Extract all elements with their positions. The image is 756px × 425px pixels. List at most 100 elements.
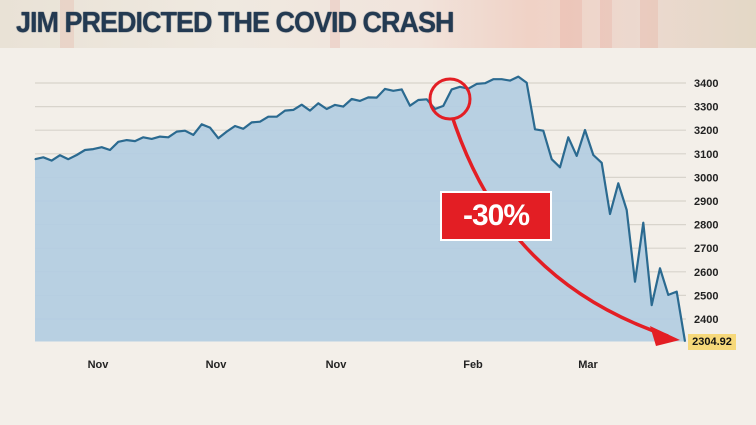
data-point (276, 116, 278, 118)
price-area (35, 76, 685, 342)
data-point (301, 104, 303, 106)
data-point (51, 160, 53, 162)
data-point (442, 105, 444, 107)
data-point (392, 90, 394, 92)
data-point (659, 267, 661, 269)
data-point (542, 130, 544, 132)
data-point (476, 83, 478, 85)
data-point (134, 140, 136, 142)
page-title: JIM PREDICTED THE COVID CRASH (16, 7, 455, 39)
data-point (501, 78, 503, 80)
data-point (151, 138, 153, 140)
data-point (434, 108, 436, 110)
data-point (76, 154, 78, 156)
data-point (459, 86, 461, 88)
data-point (576, 155, 578, 157)
data-point (267, 116, 269, 118)
data-point (251, 121, 253, 124)
data-point (292, 109, 294, 111)
data-point (359, 100, 361, 102)
data-point (684, 340, 686, 343)
data-point (609, 213, 611, 215)
data-point (167, 136, 169, 138)
data-point (126, 139, 128, 141)
x-tick-label: Nov (88, 359, 110, 371)
data-point (426, 98, 428, 100)
data-point (201, 123, 203, 125)
data-point (67, 158, 69, 160)
data-point (517, 76, 519, 78)
y-tick-label: 3000 (694, 172, 718, 184)
percent-change-badge: -30% (440, 191, 552, 241)
x-tick-label: Feb (463, 359, 483, 371)
y-tick-label: 3300 (694, 102, 718, 114)
data-point (367, 96, 369, 98)
data-point (626, 209, 628, 211)
data-point (284, 110, 286, 112)
title-banner: JIM PREDICTED THE COVID CRASH (0, 0, 756, 48)
x-tick-label: Mar (578, 359, 598, 371)
data-point (492, 78, 494, 80)
data-point (34, 158, 36, 160)
data-point (526, 82, 528, 84)
data-point (584, 129, 586, 131)
data-point (551, 158, 553, 160)
data-point (217, 137, 219, 139)
data-point (92, 148, 94, 150)
y-tick-label: 2900 (694, 196, 718, 208)
data-point (559, 166, 561, 168)
y-tick-label: 2500 (694, 290, 718, 302)
data-point (234, 125, 236, 127)
data-point (484, 82, 486, 84)
data-point (209, 127, 211, 129)
data-point (184, 130, 186, 132)
data-point (351, 98, 353, 100)
data-point (567, 136, 569, 138)
data-point (159, 135, 161, 138)
data-point (317, 102, 319, 104)
data-point (634, 281, 636, 283)
arrow-head-icon (650, 326, 680, 346)
y-tick-label: 2600 (694, 267, 718, 279)
data-point (117, 141, 119, 143)
data-point (384, 88, 386, 90)
data-point (42, 156, 44, 158)
data-point (101, 146, 103, 148)
data-point (617, 182, 619, 184)
y-tick-label: 2400 (694, 314, 718, 326)
y-tick-label: 3200 (694, 125, 718, 137)
data-point (242, 128, 244, 130)
drop-arrow (451, 118, 669, 338)
data-point (409, 105, 411, 107)
data-point (192, 134, 194, 136)
y-tick-label: 2700 (694, 243, 718, 255)
data-point (651, 304, 653, 306)
data-point (326, 108, 328, 110)
data-point (342, 106, 344, 108)
data-point (401, 88, 403, 90)
data-point (309, 110, 311, 112)
data-point (534, 128, 536, 130)
y-tick-label: 3400 (694, 78, 718, 90)
data-point (417, 99, 419, 101)
data-point (509, 80, 511, 82)
data-point (176, 131, 178, 133)
data-point (451, 88, 453, 90)
data-point (142, 136, 144, 138)
x-tick-label: Nov (206, 359, 228, 371)
x-tick-label: Nov (326, 359, 348, 371)
data-point (676, 291, 678, 293)
highlight-circle (428, 77, 472, 121)
data-point (601, 162, 603, 164)
data-point (376, 97, 378, 99)
data-point (592, 154, 594, 156)
data-point (259, 121, 261, 123)
y-tick-label: 3100 (694, 149, 718, 161)
y-tick-label: 2800 (694, 220, 718, 232)
data-point (334, 104, 336, 106)
data-point (109, 149, 111, 151)
data-point (642, 222, 644, 224)
last-value-label: 2304.92 (688, 334, 736, 350)
data-point (667, 294, 669, 296)
